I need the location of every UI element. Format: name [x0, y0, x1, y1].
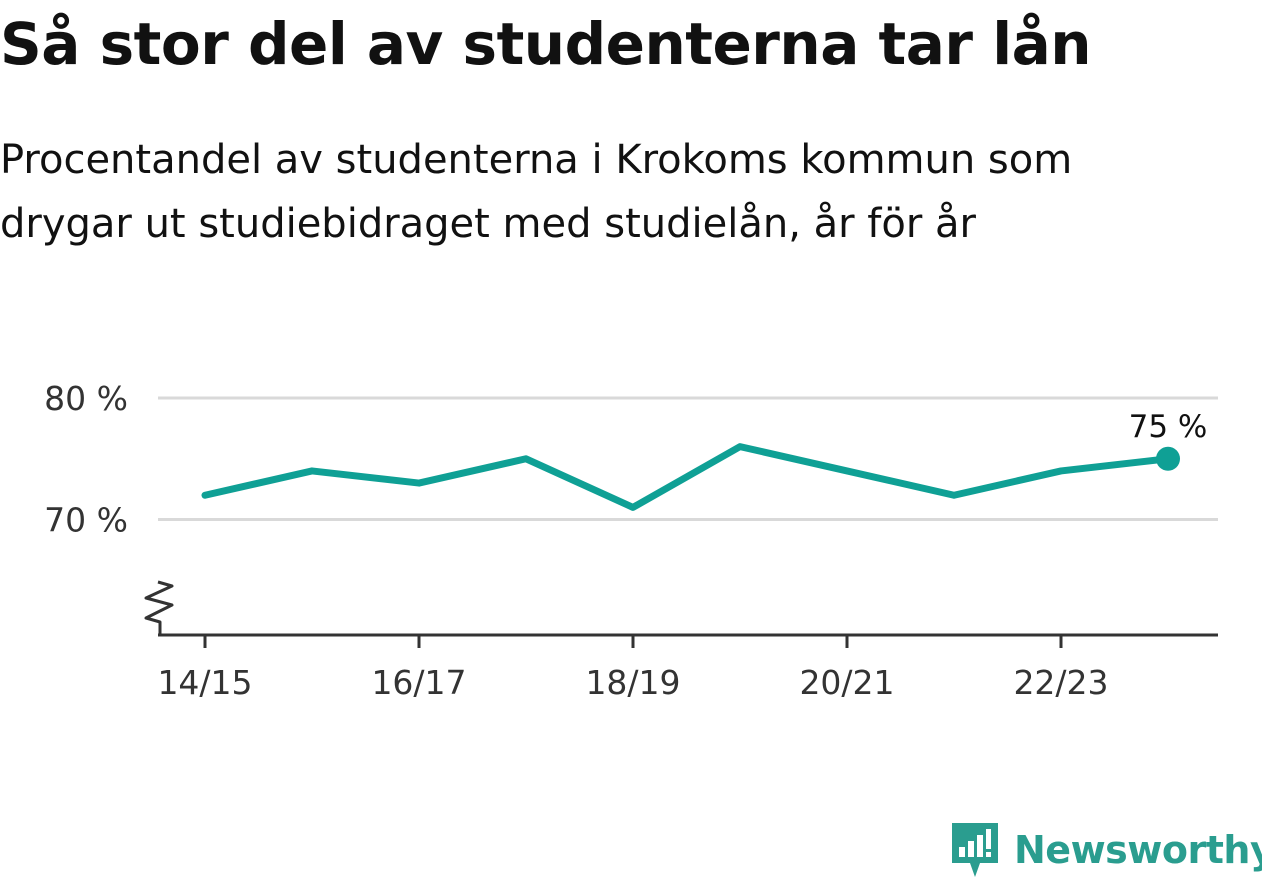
end-value-label: 75 % [1129, 409, 1208, 445]
x-axis-labels: 14/15 16/17 18/19 20/21 22/23 [157, 663, 1108, 702]
y-tick-label-80: 80 % [44, 379, 128, 418]
axis-break-symbol [144, 580, 174, 634]
x-axis [144, 580, 1218, 648]
x-tick-label-20-21: 20/21 [799, 663, 894, 702]
series-line-0 [201, 443, 1172, 511]
gridlines [158, 396, 1218, 522]
y-axis-labels: 70 % 80 % [44, 379, 128, 540]
chart-title: Så stor del av studenterna tar lån [0, 10, 1092, 78]
x-tick-label-14-15: 14/15 [157, 663, 252, 702]
series-layer: 75 % [201, 409, 1208, 511]
data-point-23-24 [1156, 446, 1180, 471]
x-tick-label-18-19: 18/19 [585, 663, 680, 702]
newsworthy-brand: Newsworthy [950, 820, 1262, 880]
y-tick-label-70: 70 % [44, 501, 128, 540]
newsworthy-logo-icon [952, 823, 998, 877]
x-tick-label-22-23: 22/23 [1013, 663, 1108, 702]
chart-subtitle: Procentandel av studenterna i Krokoms ko… [0, 137, 1073, 247]
x-tick-label-16-17: 16/17 [371, 663, 466, 702]
brand-name: Newsworthy [1014, 828, 1262, 872]
